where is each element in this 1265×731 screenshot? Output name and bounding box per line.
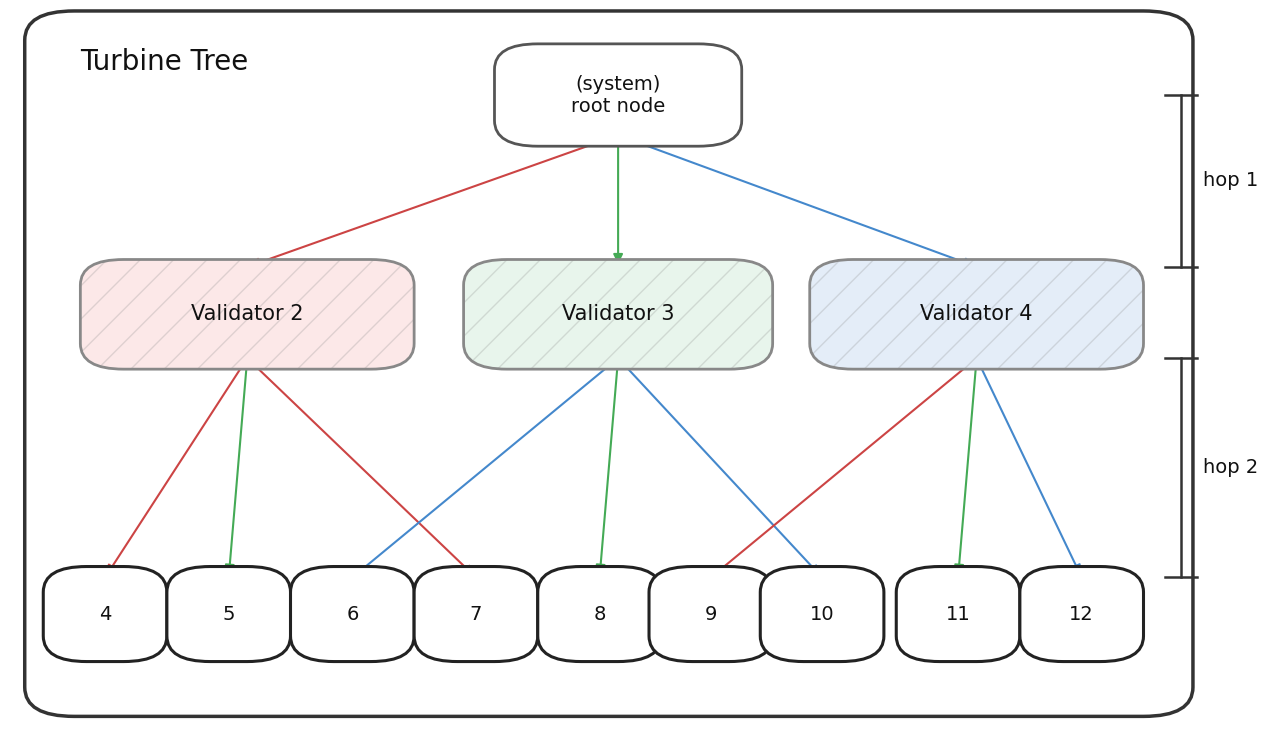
FancyBboxPatch shape — [649, 567, 773, 662]
Text: 6: 6 — [347, 605, 358, 624]
Text: Validator 3: Validator 3 — [562, 304, 674, 325]
Text: 4: 4 — [99, 605, 111, 624]
FancyBboxPatch shape — [167, 567, 291, 662]
Text: Validator 4: Validator 4 — [921, 304, 1032, 325]
Text: Validator 2: Validator 2 — [191, 304, 304, 325]
Text: 12: 12 — [1069, 605, 1094, 624]
FancyBboxPatch shape — [81, 260, 414, 369]
Text: 5: 5 — [223, 605, 235, 624]
FancyBboxPatch shape — [897, 567, 1020, 662]
FancyBboxPatch shape — [760, 567, 884, 662]
FancyBboxPatch shape — [538, 567, 662, 662]
FancyBboxPatch shape — [291, 567, 414, 662]
FancyBboxPatch shape — [25, 11, 1193, 716]
Text: (system)
root node: (system) root node — [571, 75, 665, 115]
Text: Turbine Tree: Turbine Tree — [81, 48, 249, 75]
Text: 9: 9 — [705, 605, 717, 624]
FancyBboxPatch shape — [463, 260, 773, 369]
FancyBboxPatch shape — [43, 567, 167, 662]
Text: 7: 7 — [469, 605, 482, 624]
FancyBboxPatch shape — [495, 44, 741, 146]
Text: hop 1: hop 1 — [1203, 172, 1259, 190]
Text: 8: 8 — [593, 605, 606, 624]
Text: 10: 10 — [810, 605, 835, 624]
FancyBboxPatch shape — [414, 567, 538, 662]
Text: hop 2: hop 2 — [1203, 458, 1259, 477]
FancyBboxPatch shape — [1020, 567, 1144, 662]
Text: 11: 11 — [946, 605, 970, 624]
FancyBboxPatch shape — [810, 260, 1144, 369]
